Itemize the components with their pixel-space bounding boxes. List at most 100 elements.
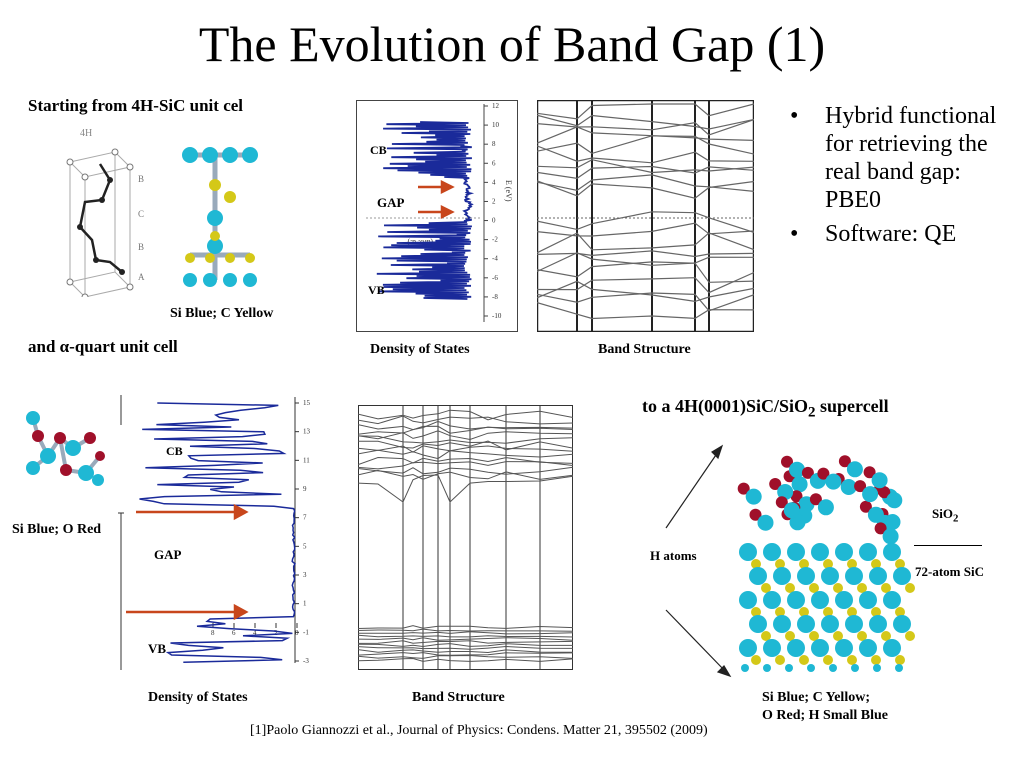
si-atom (835, 639, 853, 657)
si-atom (789, 461, 805, 478)
o-atom (874, 522, 887, 535)
si-atom (811, 591, 829, 609)
dos-label-vb: VB (368, 283, 385, 297)
c-atom (785, 631, 795, 641)
alpha-symbol: α (59, 337, 70, 356)
band-line (358, 425, 573, 435)
gap-arrows (418, 179, 455, 220)
si-atom (773, 615, 791, 633)
si-atom (763, 639, 781, 657)
c-atom (881, 583, 891, 593)
si-atom (763, 543, 781, 561)
band-line (537, 103, 754, 120)
h-atoms-label: H atoms (650, 548, 697, 563)
quartz-heading-suffix: -quart unit cell (69, 337, 178, 356)
dos-tick-label: 3 (303, 571, 307, 579)
dos-tick-label: 15 (303, 399, 311, 407)
si-atom (867, 506, 884, 523)
si-atom (835, 543, 853, 561)
band-line (358, 469, 573, 480)
band-line (358, 645, 573, 650)
c-atom (823, 655, 833, 665)
dos-tick-label: -10 (492, 312, 502, 320)
band-structure-bottom (358, 405, 573, 670)
si-atom (869, 567, 887, 585)
band-line (537, 222, 754, 237)
stacking-label: B (138, 174, 144, 184)
band-line (358, 409, 573, 421)
band-line (537, 174, 754, 192)
c-atom (895, 607, 905, 617)
c-atom (823, 607, 833, 617)
band-line (358, 466, 573, 475)
band-line (537, 135, 754, 155)
c-atom (871, 607, 881, 617)
o-atom (838, 455, 851, 468)
c-atom (905, 583, 915, 593)
dos-tick-label: 11 (303, 456, 310, 464)
c-atom (895, 655, 905, 665)
si-atom (862, 486, 879, 503)
o-atom (737, 482, 750, 495)
band-line (537, 114, 754, 130)
o-atom (775, 496, 788, 509)
c-atom (761, 583, 771, 593)
si-atom (882, 528, 899, 545)
sic-cell-label: 4H (80, 128, 92, 139)
subscript-2: 2 (808, 404, 816, 421)
si-atom (859, 639, 877, 657)
si-atom (745, 488, 762, 505)
band-line (358, 625, 573, 629)
dos-tick-label: -8 (492, 293, 498, 301)
c-atom (847, 607, 857, 617)
dos-tick-label: 5 (303, 542, 307, 550)
si-atom (869, 615, 887, 633)
sic-4h-cell-diagram: 4H B C B A (66, 128, 145, 297)
c-atom (857, 583, 867, 593)
si-atom (871, 472, 888, 489)
si-atom (749, 615, 767, 633)
band-structure-top (537, 100, 754, 332)
si-atom (845, 615, 863, 633)
sic-caption: Si Blue; C Yellow (170, 306, 274, 321)
sic-slab-label: 72-atom SiC (915, 564, 984, 579)
h-atom (895, 664, 903, 672)
dos-tick-label: 10 (492, 121, 500, 129)
band-line (358, 445, 573, 453)
c-atom (799, 559, 809, 569)
band-line (537, 211, 754, 233)
si-atom (787, 543, 805, 561)
dos-label-cb: CB (370, 143, 387, 157)
bullet-text: Software: QE (825, 221, 957, 247)
bullet-text: Hybrid functional for retrieving the rea… (825, 103, 997, 213)
band-line (358, 415, 573, 425)
si-atom (773, 567, 791, 585)
dos-tick-label: -4 (492, 255, 498, 263)
band-line (358, 654, 573, 659)
c-atom (857, 631, 867, 641)
h-atom (763, 664, 771, 672)
supercell-caption-line2: O Red; H Small Blue (762, 708, 889, 723)
si-atom (797, 615, 815, 633)
c-atom (833, 631, 843, 641)
band-line (537, 280, 754, 303)
supercell-heading: to a 4H(0001)SiC/SiO2 supercell (642, 396, 889, 422)
dos-label-vb: VB (148, 641, 166, 656)
quartz-heading: and α-quart unit cell (28, 337, 178, 357)
dos-label-gap: GAP (377, 195, 405, 210)
si-atom (777, 484, 794, 500)
band-line (358, 657, 573, 662)
c-atom (905, 631, 915, 641)
si-atom (739, 639, 757, 657)
band-line (537, 261, 754, 283)
dos-tick-label: 8 (492, 140, 496, 148)
dos-xtick-label: 2 (274, 629, 278, 637)
c-atom (823, 559, 833, 569)
sio2-text: SiO (932, 506, 953, 521)
c-atom (785, 583, 795, 593)
dos-xtick-label: 8 (211, 629, 215, 637)
c-atom (751, 559, 761, 569)
c-atom (751, 655, 761, 665)
band-line (358, 628, 573, 632)
supercell-heading-suffix: supercell (815, 396, 889, 416)
